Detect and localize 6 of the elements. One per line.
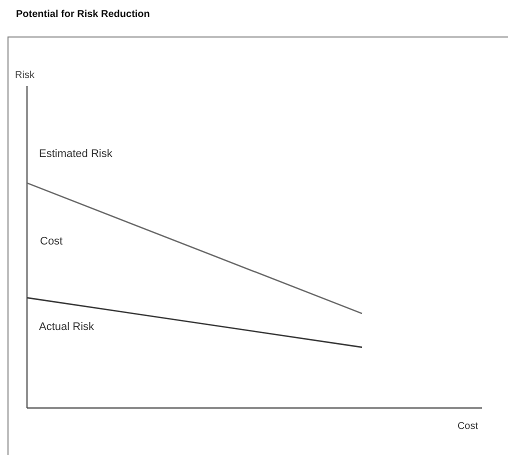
text: Estimated Risk [39, 148, 113, 160]
series-label: Actual Risk [39, 320, 95, 333]
text: Risk [15, 70, 36, 81]
x-axis-title: Cost [457, 421, 478, 432]
chart-title: Potential for Risk Reduction [16, 9, 150, 20]
annotation: Cost [40, 235, 63, 248]
